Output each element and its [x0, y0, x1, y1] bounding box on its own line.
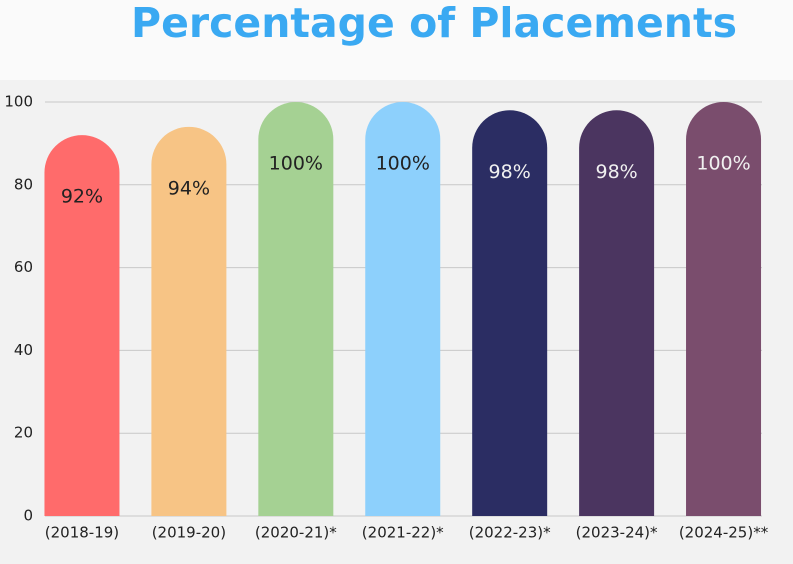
x-tick-label: (2019-20) [152, 524, 226, 542]
bar [579, 110, 655, 516]
bar [151, 126, 227, 517]
bar [44, 135, 120, 516]
y-tick-label: 0 [23, 507, 33, 525]
y-tick-label: 60 [14, 258, 33, 276]
bar [472, 110, 548, 516]
x-tick-label: (2018-19) [45, 524, 119, 542]
value-label: 94% [168, 177, 210, 199]
y-tick-label: 100 [4, 93, 33, 111]
bar [686, 102, 762, 516]
x-tick-label: (2020-21)* [255, 524, 337, 542]
value-label: 98% [489, 161, 531, 183]
chart-title: Percentage of Placements [131, 0, 737, 47]
value-label: 98% [595, 161, 637, 183]
value-label: 100% [696, 153, 750, 175]
bar [365, 102, 441, 516]
y-tick-label: 20 [14, 424, 33, 442]
x-tick-label: (2023-24)* [576, 524, 658, 542]
bar [258, 102, 334, 516]
value-label: 100% [269, 153, 323, 175]
x-tick-label: (2022-23)* [469, 524, 551, 542]
value-label: 92% [61, 186, 103, 208]
x-tick-label: (2021-22)* [362, 524, 444, 542]
y-tick-label: 40 [14, 341, 33, 359]
value-label: 100% [376, 153, 430, 175]
y-tick-label: 80 [14, 175, 33, 193]
x-tick-label: (2024-25)** [679, 524, 769, 542]
